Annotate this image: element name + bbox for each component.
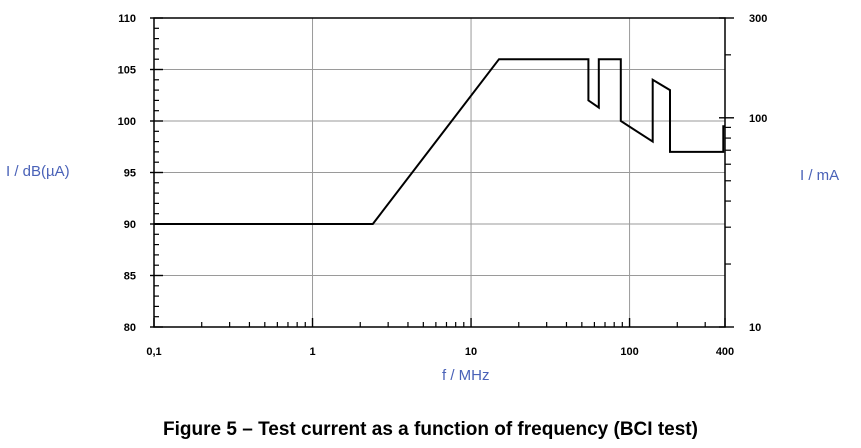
y2-tick-label: 100 — [749, 113, 767, 125]
figure-caption: Figure 5 – Test current as a function of… — [163, 419, 698, 440]
y-tick-label: 110 — [118, 13, 136, 25]
y2-tick-label: 300 — [749, 13, 767, 25]
y2-tick-label: 10 — [749, 322, 761, 334]
x-tick-label: 400 — [716, 346, 734, 358]
grid-lines — [154, 18, 725, 327]
x-axis-ticks: 0,1 1 10 100 400 — [146, 318, 734, 358]
y-tick-label: 80 — [124, 322, 136, 334]
series-line — [154, 58, 725, 225]
x-tick-label: 0,1 — [146, 346, 161, 358]
x-tick-label: 1 — [309, 346, 315, 358]
series-group — [154, 58, 725, 225]
y-axis-title-right: I / mA — [800, 167, 840, 184]
y-axis-ticks: 80 85 90 95 100 105 110 — [118, 13, 163, 334]
x-axis-title: f / MHz — [442, 367, 490, 384]
y-tick-label: 105 — [118, 65, 136, 77]
y-axis-title-left: I / dB(µA) — [6, 163, 70, 180]
y2-axis-ticks: 10 100 300 — [719, 13, 767, 334]
y-tick-label: 90 — [124, 219, 136, 231]
y-tick-label: 85 — [124, 271, 136, 283]
x-tick-label: 10 — [465, 346, 477, 358]
y-tick-label: 95 — [124, 168, 136, 180]
y-tick-label: 100 — [118, 116, 136, 128]
x-tick-label: 100 — [620, 346, 638, 358]
